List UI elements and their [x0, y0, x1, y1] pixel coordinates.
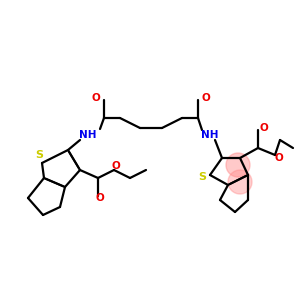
Text: O: O — [112, 161, 120, 171]
Text: NH: NH — [79, 130, 97, 140]
Circle shape — [226, 153, 250, 177]
Text: O: O — [202, 93, 210, 103]
Text: O: O — [260, 123, 268, 133]
Circle shape — [228, 170, 252, 194]
Text: O: O — [274, 153, 284, 163]
Text: O: O — [96, 193, 104, 203]
Text: NH: NH — [201, 130, 219, 140]
Text: S: S — [35, 150, 43, 160]
Text: O: O — [92, 93, 100, 103]
Text: S: S — [198, 172, 206, 182]
